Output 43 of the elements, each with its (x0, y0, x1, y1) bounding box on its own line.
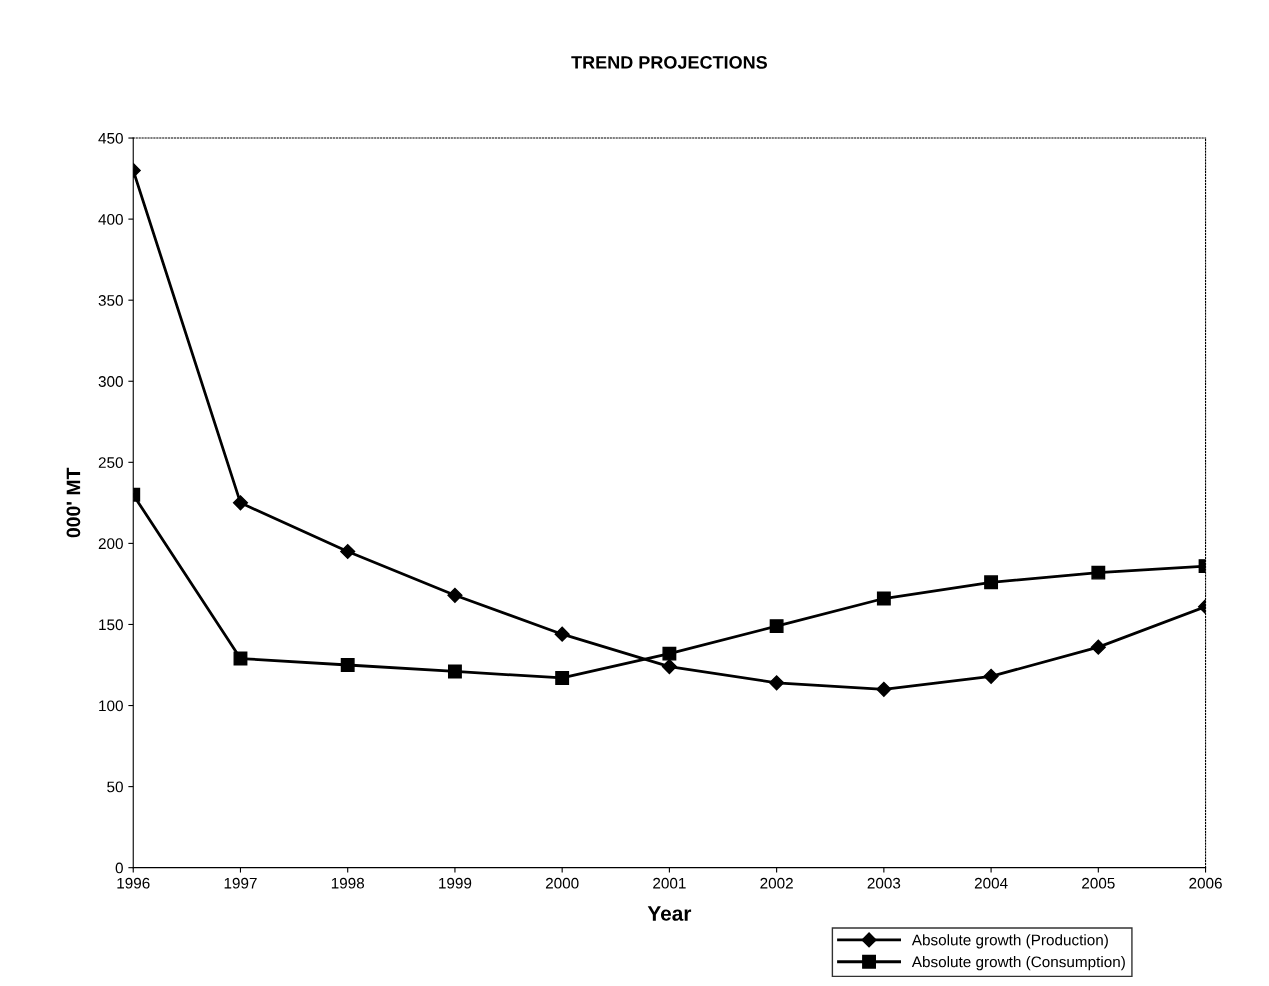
y-tick-label: 350 (98, 295, 123, 306)
point (555, 671, 570, 685)
point (554, 626, 570, 642)
y-tick-label: 50 (107, 781, 123, 793)
point (447, 587, 463, 603)
point (1091, 565, 1106, 580)
y-tick-label: 200 (98, 538, 123, 550)
point (876, 591, 891, 606)
point (662, 646, 677, 661)
x-tick-label: 2005 (1082, 877, 1115, 889)
x-tick-label: 2001 (653, 877, 686, 889)
y-tick-label: 250 (98, 457, 123, 469)
legend-label: Absolute growth (Consumption) (911, 956, 1125, 971)
point (340, 658, 355, 672)
point (876, 681, 892, 697)
point (447, 664, 462, 679)
point (984, 575, 999, 590)
point (340, 543, 356, 560)
y-tick-label: 150 (99, 619, 123, 631)
x-tick-label: 1998 (331, 877, 365, 889)
x-tick-label: 2003 (867, 877, 901, 889)
y-tick-label: 100 (99, 700, 123, 712)
point (661, 659, 677, 675)
legend-label: Absolute growth (Production) (911, 934, 1108, 949)
x-tick-label: 1999 (439, 877, 472, 889)
x-tick-label: 1996 (117, 877, 150, 889)
point (1090, 639, 1106, 655)
chart-title: TREND PROJECTIONS (571, 55, 768, 69)
point (769, 675, 785, 691)
point (232, 495, 249, 511)
y-axis-title: 000' MT (66, 467, 81, 538)
y-tick-label: 0 (115, 862, 123, 874)
x-tick-label: 2002 (760, 877, 793, 889)
y-tick-label: 450 (98, 132, 123, 144)
y-tick-label: 300 (98, 376, 123, 387)
x-tick-label: 2004 (974, 877, 1008, 889)
point (983, 668, 999, 684)
x-axis-title: Year (647, 906, 692, 921)
x-tick-label: 2000 (545, 877, 579, 889)
point (769, 619, 784, 634)
x-tick-label: 2006 (1189, 877, 1222, 889)
x-tick-label: 1997 (224, 877, 257, 889)
y-tick-label: 400 (98, 213, 123, 225)
